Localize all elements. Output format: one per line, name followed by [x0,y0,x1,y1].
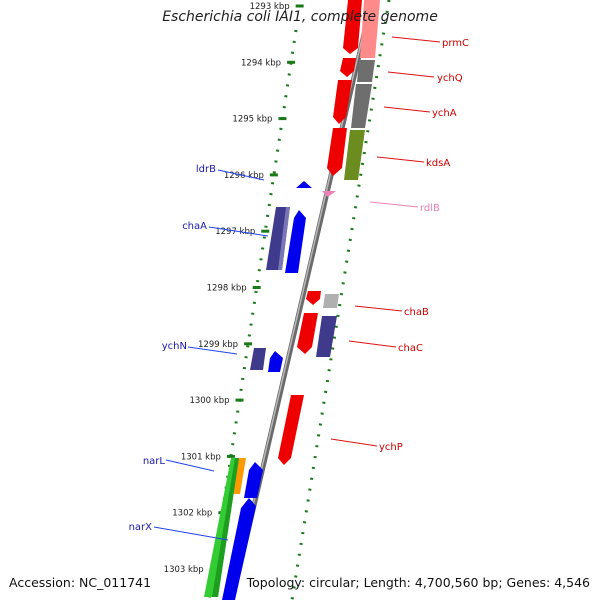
gene-ychN-block[interactable] [250,348,283,372]
gene-ychA-arrow [333,80,352,124]
kbp-tick-label: 1298 kbp [207,284,247,294]
kbp-tick-label: 1302 kbp [172,509,212,519]
gene-label-kdsA[interactable]: kdsA [426,158,450,169]
gene-chaC-block[interactable] [297,313,337,357]
leader-kdsA [376,156,425,163]
gene-chaB-block[interactable] [306,291,339,308]
genome-stats-text: Topology: circular; Length: 4,700,560 bp… [246,575,590,590]
leader-chaC [348,340,397,348]
kbp-tick-label: 1300 kbp [189,396,229,406]
leader-ychA [383,106,431,113]
leader-rdlB [369,201,419,208]
accession-text: Accession: NC_011741 [9,575,152,590]
gene-label-prmC[interactable]: prmC [442,38,469,49]
gene-labels-right: prmC ychQ ychA kdsA rdlB chaB chaC ychP [379,38,469,453]
kbp-tick-label: 1299 kbp [198,340,238,350]
gene-narL-block[interactable] [204,458,263,600]
gene-labels-left: ldrB chaA ychN narL narX [129,164,217,533]
leader-ldrB [217,169,265,181]
gene-chaC-arrow [297,313,318,354]
grey-block [357,60,375,82]
gene-label-rdlB[interactable]: rdlB [420,203,440,214]
gene-kdsA-block[interactable] [327,128,365,180]
grey-block [351,84,372,128]
gene-chaB-arrow [306,291,321,305]
leader-ychN [187,346,238,355]
olive-block [344,130,365,180]
gene-label-chaC[interactable]: chaC [398,343,423,354]
gene-narL-arrow [244,462,263,498]
gene-ldrB[interactable] [296,181,312,188]
gene-label-chaA[interactable]: chaA [182,221,207,232]
tick-track-right [290,0,391,601]
protein-block [316,316,337,357]
kbp-tick-label: 1301 kbp [181,452,221,462]
leader-chaA [208,226,269,237]
orange-block [232,458,246,494]
gene-label-ychN[interactable]: ychN [162,341,187,352]
grey-block [323,294,339,308]
gene-prmC-arrow [343,0,362,54]
gene-chaA-arrow [285,210,306,273]
leader-ychP [330,438,378,447]
kbp-tick-label: 1297 kbp [215,227,255,237]
gene-ychP-block[interactable] [278,395,304,465]
gene-ldrB-arrow [296,181,312,188]
gene-label-ldrB[interactable]: ldrB [196,164,216,175]
gene-narX-arrow [222,498,256,600]
leader-lines [153,36,441,541]
kbp-tick-label: 1295 kbp [232,115,272,125]
page-title: Escherichia coli IAI1, complete genome [162,9,438,25]
gene-label-ychQ[interactable]: ychQ [437,73,463,84]
pink-block [360,0,380,58]
gene-label-narL[interactable]: narL [143,456,166,467]
gene-ychN-arrow [268,351,283,372]
leader-chaB [354,305,403,312]
gene-label-ychA[interactable]: ychA [432,108,457,119]
gene-label-narX[interactable]: narX [129,522,153,533]
gene-rdlB-arrow [322,191,336,197]
leader-narL [165,459,215,472]
leader-prmC [391,36,441,43]
green-block-shade [212,458,239,597]
gene-ychP-arrow [278,395,304,465]
gene-ychQ-arrow [340,58,356,77]
gene-rdlB[interactable] [322,191,336,197]
kbp-tick-label: 1294 kbp [241,58,281,68]
protein-block-shade [278,207,290,270]
leader-ychQ [387,71,435,78]
gene-label-ychP[interactable]: ychP [379,442,403,453]
kbp-tick-label: 1303 kbp [164,565,204,575]
protein-block [250,348,266,370]
gene-chaA-block[interactable] [266,207,306,273]
gene-prmC-block[interactable] [343,0,380,58]
gene-kdsA-arrow [327,128,347,176]
gene-ychA-block[interactable] [333,80,372,128]
leader-narX [153,526,229,541]
gene-ychQ-block[interactable] [340,58,375,82]
kbp-tick-label: 1293 kbp [250,2,290,12]
gene-label-chaB[interactable]: chaB [404,307,429,318]
